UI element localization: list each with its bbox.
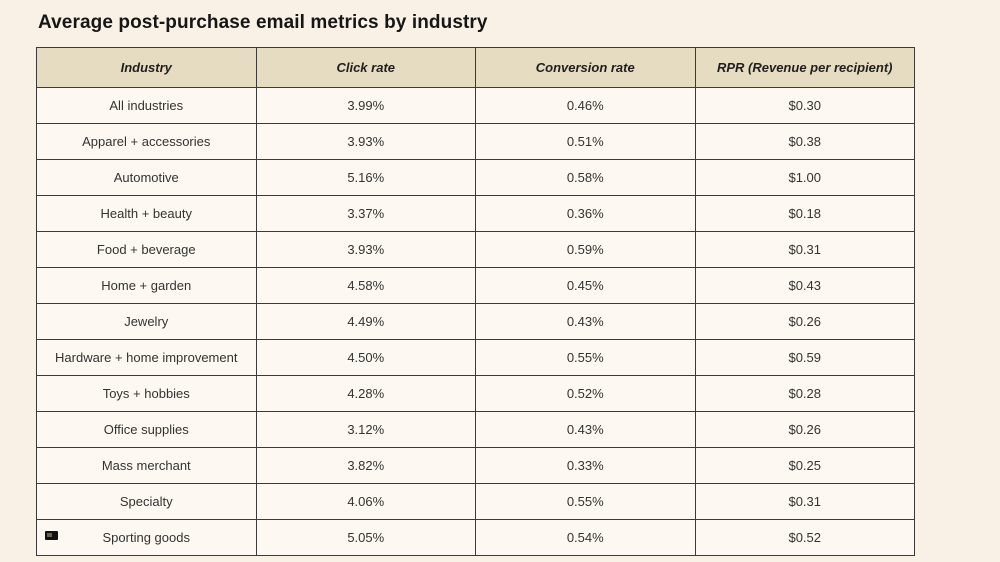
- cell-conversion-rate: 0.36%: [475, 195, 696, 232]
- page-title: Average post-purchase email metrics by i…: [38, 12, 488, 33]
- cell-rpr: $0.28: [694, 375, 915, 412]
- table-row: Home + garden 4.58% 0.45% $0.43: [36, 267, 915, 304]
- cell-click-rate: 4.58%: [255, 267, 476, 304]
- cell-conversion-rate: 0.51%: [475, 123, 696, 160]
- cell-rpr: $0.26: [694, 303, 915, 340]
- table-row: Apparel + accessories 3.93% 0.51% $0.38: [36, 123, 915, 160]
- cell-industry: Office supplies: [36, 411, 257, 448]
- cell-click-rate: 3.99%: [255, 87, 476, 124]
- table-row: Food + beverage 3.93% 0.59% $0.31: [36, 231, 915, 268]
- cell-click-rate: 3.93%: [255, 123, 476, 160]
- cell-industry: Health + beauty: [36, 195, 257, 232]
- cell-click-rate: 5.16%: [255, 159, 476, 196]
- cell-industry: Hardware + home improvement: [36, 339, 257, 376]
- cell-click-rate: 4.06%: [255, 483, 476, 520]
- cell-click-rate: 5.05%: [255, 519, 476, 556]
- table-row: Jewelry 4.49% 0.43% $0.26: [36, 303, 915, 340]
- cell-industry: Automotive: [36, 159, 257, 196]
- table-row: Hardware + home improvement 4.50% 0.55% …: [36, 339, 915, 376]
- artifact-marker-icon: [45, 531, 58, 540]
- cell-industry: Specialty: [36, 483, 257, 520]
- cell-click-rate: 3.93%: [255, 231, 476, 268]
- cell-industry: Apparel + accessories: [36, 123, 257, 160]
- cell-click-rate: 3.37%: [255, 195, 476, 232]
- cell-industry: Jewelry: [36, 303, 257, 340]
- table-row: All industries 3.99% 0.46% $0.30: [36, 87, 915, 124]
- table-row: Office supplies 3.12% 0.43% $0.26: [36, 411, 915, 448]
- column-header-rpr: RPR (Revenue per recipient): [694, 47, 915, 88]
- column-header-conversion-rate: Conversion rate: [475, 47, 696, 88]
- cell-industry: Toys + hobbies: [36, 375, 257, 412]
- cell-rpr: $1.00: [694, 159, 915, 196]
- cell-rpr: $0.52: [694, 519, 915, 556]
- column-header-click-rate: Click rate: [255, 47, 476, 88]
- cell-rpr: $0.26: [694, 411, 915, 448]
- cell-conversion-rate: 0.59%: [475, 231, 696, 268]
- cell-conversion-rate: 0.43%: [475, 303, 696, 340]
- cell-click-rate: 4.49%: [255, 303, 476, 340]
- cell-conversion-rate: 0.55%: [475, 339, 696, 376]
- table-row: Toys + hobbies 4.28% 0.52% $0.28: [36, 375, 915, 412]
- table-row: Health + beauty 3.37% 0.36% $0.18: [36, 195, 915, 232]
- cell-conversion-rate: 0.43%: [475, 411, 696, 448]
- cell-click-rate: 3.12%: [255, 411, 476, 448]
- cell-industry: Mass merchant: [36, 447, 257, 484]
- cell-conversion-rate: 0.33%: [475, 447, 696, 484]
- cell-rpr: $0.43: [694, 267, 915, 304]
- cell-conversion-rate: 0.46%: [475, 87, 696, 124]
- cell-rpr: $0.30: [694, 87, 915, 124]
- table-row: Sporting goods 5.05% 0.54% $0.52: [36, 519, 915, 556]
- table-row: Specialty 4.06% 0.55% $0.31: [36, 483, 915, 520]
- table-row: Mass merchant 3.82% 0.33% $0.25: [36, 447, 915, 484]
- cell-click-rate: 4.28%: [255, 375, 476, 412]
- cell-conversion-rate: 0.58%: [475, 159, 696, 196]
- cell-industry: All industries: [36, 87, 257, 124]
- cell-rpr: $0.31: [694, 231, 915, 268]
- column-header-industry: Industry: [36, 47, 257, 88]
- cell-click-rate: 4.50%: [255, 339, 476, 376]
- cell-industry: Sporting goods: [36, 519, 257, 556]
- cell-industry: Food + beverage: [36, 231, 257, 268]
- cell-conversion-rate: 0.54%: [475, 519, 696, 556]
- metrics-table: Industry Click rate Conversion rate RPR …: [36, 47, 915, 556]
- cell-conversion-rate: 0.52%: [475, 375, 696, 412]
- cell-rpr: $0.25: [694, 447, 915, 484]
- cell-click-rate: 3.82%: [255, 447, 476, 484]
- table-header: Industry Click rate Conversion rate RPR …: [36, 47, 915, 88]
- cell-rpr: $0.38: [694, 123, 915, 160]
- cell-conversion-rate: 0.55%: [475, 483, 696, 520]
- cell-rpr: $0.59: [694, 339, 915, 376]
- table-row: Automotive 5.16% 0.58% $1.00: [36, 159, 915, 196]
- cell-rpr: $0.31: [694, 483, 915, 520]
- table-body: All industries 3.99% 0.46% $0.30 Apparel…: [36, 87, 915, 556]
- header-row: Industry Click rate Conversion rate RPR …: [36, 47, 915, 88]
- cell-industry: Home + garden: [36, 267, 257, 304]
- cell-conversion-rate: 0.45%: [475, 267, 696, 304]
- cell-rpr: $0.18: [694, 195, 915, 232]
